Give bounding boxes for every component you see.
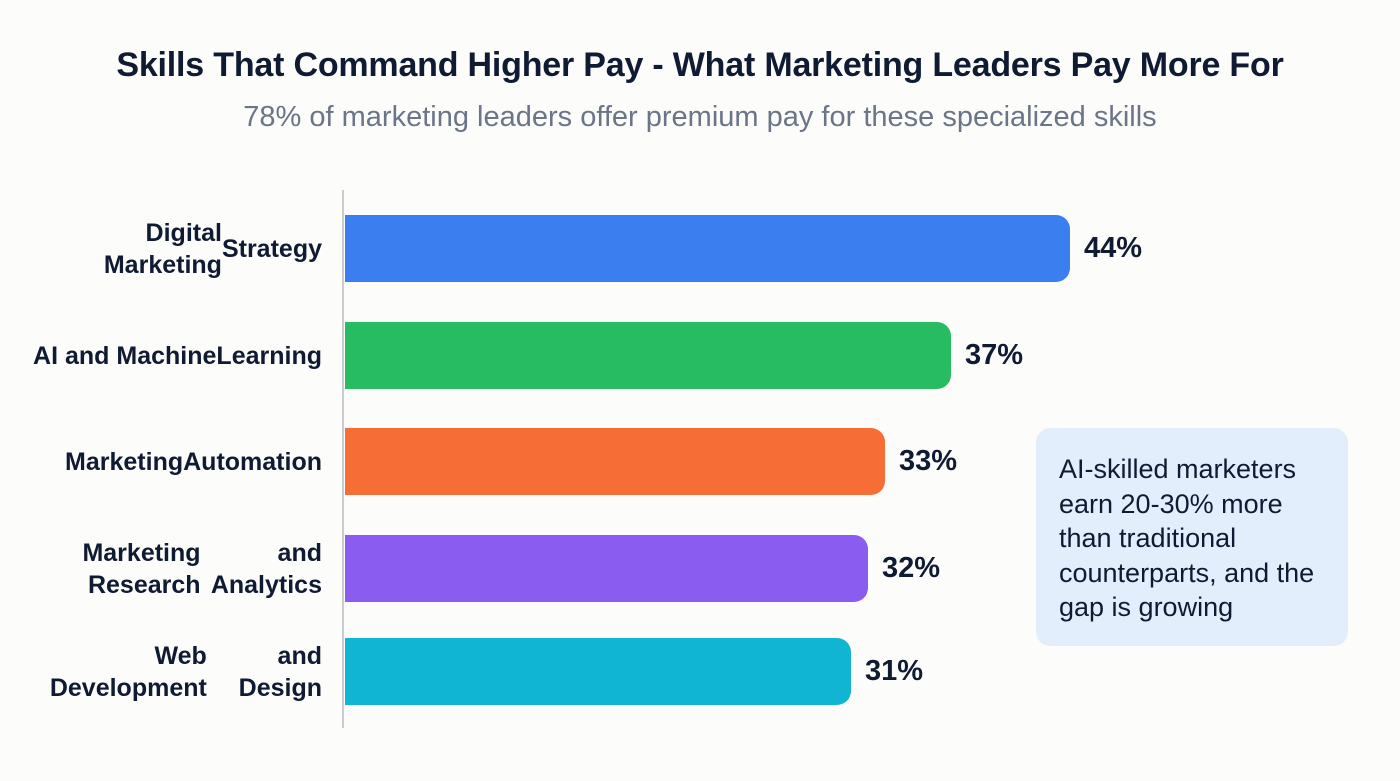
- value-label: 32%: [882, 552, 941, 584]
- bar-row: Marketing Research and Analytics 32%: [0, 535, 1400, 602]
- category-label-line1: Web Development: [49, 641, 207, 702]
- category-label-line2: Strategy: [221, 234, 322, 263]
- category-label-line2: and Design: [238, 641, 322, 702]
- category-label-line2: and Analytics: [210, 538, 322, 599]
- value-label: 31%: [865, 655, 924, 687]
- category-label: Digital Marketing Strategy: [22, 215, 322, 282]
- callout-text: AI-skilled marketers earn 20-30% more th…: [1059, 454, 1315, 622]
- bar-row: AI and Machine Learning 37%: [0, 322, 1400, 389]
- bar-row: Marketing Automation 33%: [0, 428, 1400, 495]
- bar: [345, 638, 851, 705]
- chart-title: Skills That Command Higher Pay - What Ma…: [116, 46, 1284, 84]
- value-label: 44%: [1084, 232, 1143, 264]
- y-axis-line: [342, 190, 344, 728]
- bar: [345, 428, 885, 495]
- category-label-line2: Automation: [183, 447, 322, 476]
- category-label: AI and Machine Learning: [22, 322, 322, 389]
- bar: [345, 215, 1070, 282]
- category-label-line1: Digital Marketing: [103, 218, 222, 279]
- bar: [345, 322, 951, 389]
- insight-callout: AI-skilled marketers earn 20-30% more th…: [1036, 428, 1348, 646]
- chart-subtitle: 78% of marketing leaders offer premium p…: [243, 101, 1157, 133]
- bar-row: Web Development and Design 31%: [0, 638, 1400, 705]
- category-label: Marketing Research and Analytics: [22, 535, 322, 602]
- category-label: Web Development and Design: [22, 638, 322, 705]
- category-label: Marketing Automation: [22, 428, 322, 495]
- bar: [345, 535, 868, 602]
- bar-row: Digital Marketing Strategy 44%: [0, 215, 1400, 282]
- category-label-line1: AI and Machine: [33, 341, 217, 370]
- value-label: 37%: [965, 339, 1024, 371]
- category-label-line1: Marketing Research: [82, 538, 201, 599]
- category-label-line1: Marketing: [65, 447, 184, 476]
- category-label-line2: Learning: [216, 341, 322, 370]
- value-label: 33%: [899, 445, 958, 477]
